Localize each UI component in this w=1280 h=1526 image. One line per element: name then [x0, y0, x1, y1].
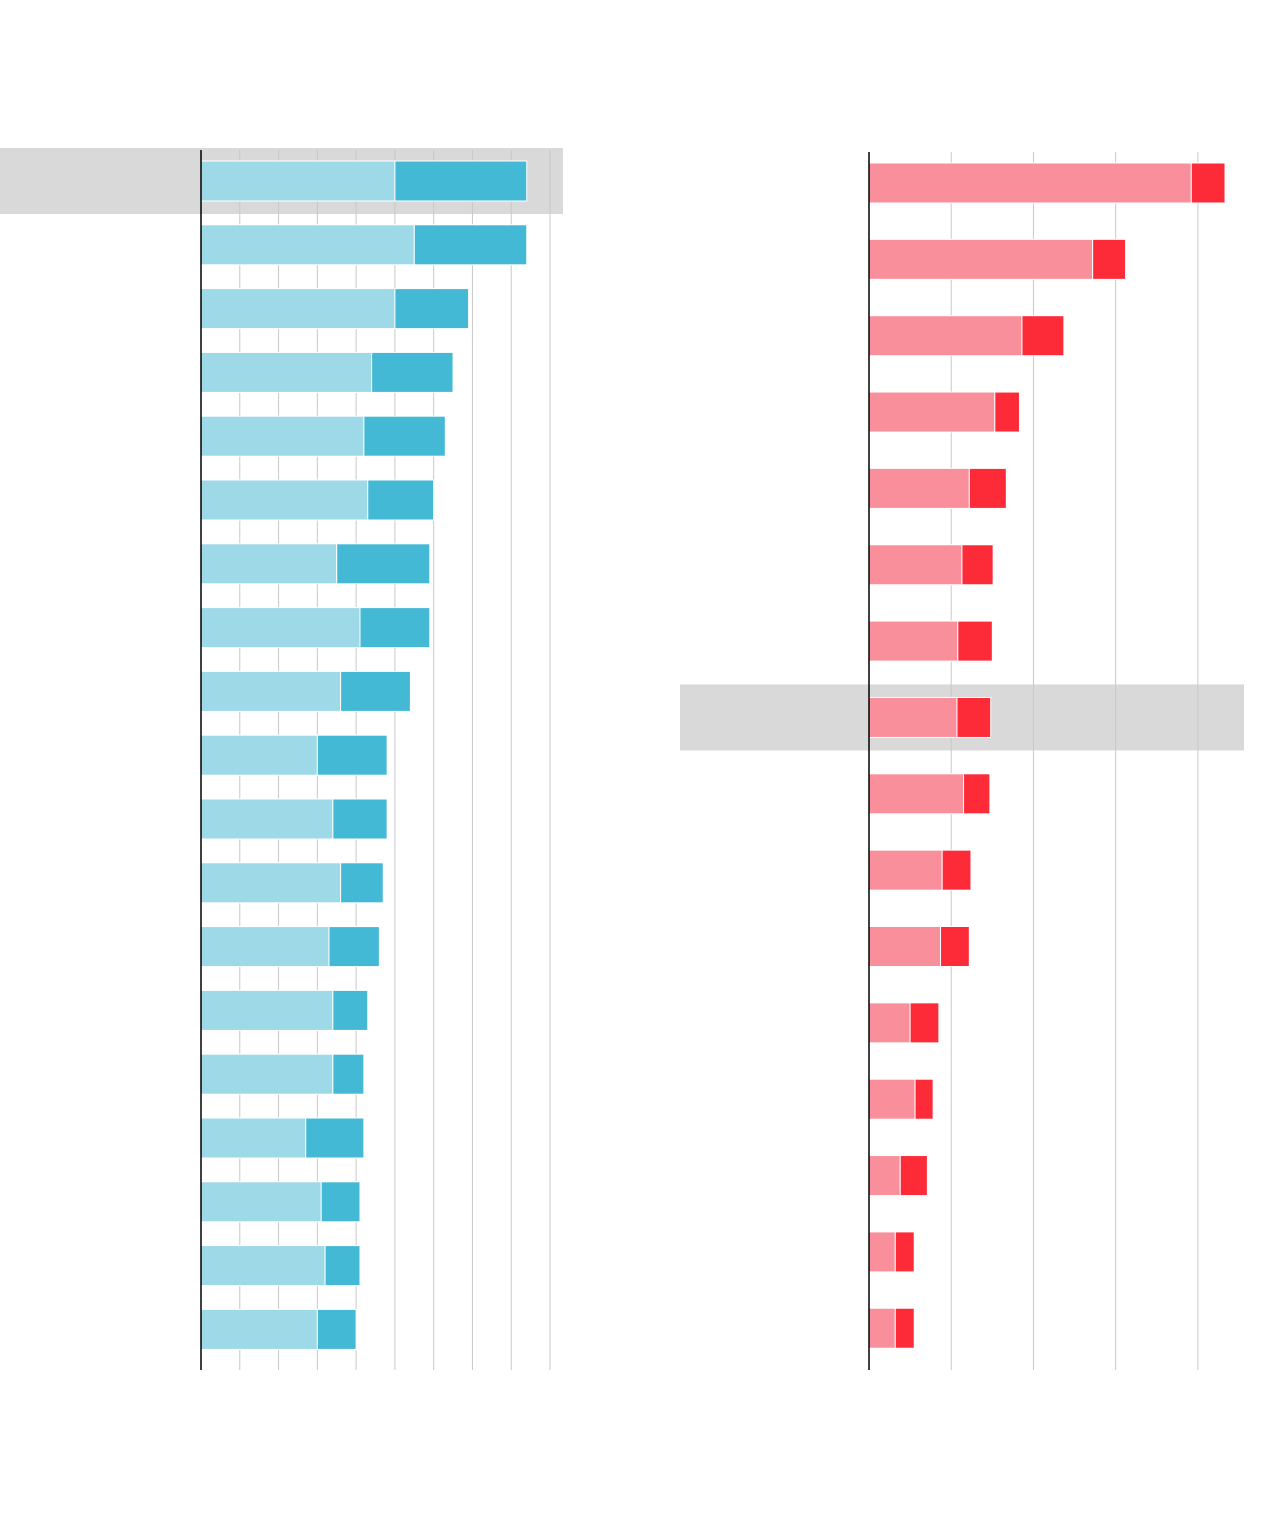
bar-segment [328, 926, 380, 968]
bar-segment [868, 773, 965, 815]
bar-segment [868, 162, 1192, 204]
bar-segment [868, 544, 963, 586]
bar-segment [868, 315, 1023, 357]
bar-segment [200, 734, 318, 776]
bar-segment [894, 1231, 915, 1273]
bar-segment [956, 696, 992, 738]
bar-segment [332, 1053, 365, 1095]
bar-segment [200, 1117, 307, 1159]
bar-segment [200, 607, 361, 649]
bar-segment [200, 798, 334, 840]
bar-segment [868, 1002, 911, 1044]
bar-segment [332, 798, 388, 840]
bar-segment [1021, 315, 1065, 357]
bar-segment [367, 479, 435, 521]
bar-segment [868, 926, 942, 967]
bar-segment [200, 1308, 318, 1350]
bar-segment [968, 467, 1007, 509]
bar-segment [200, 288, 396, 330]
bar-segment [332, 989, 369, 1031]
bar-segment [340, 670, 411, 712]
bar-segment [320, 1181, 361, 1223]
bar-segment [868, 467, 970, 509]
bar-segment [868, 1078, 916, 1120]
bar-segment [200, 926, 330, 968]
bar-segment [868, 620, 959, 662]
bar-segment [940, 926, 970, 967]
bar-segment [200, 479, 369, 521]
bar-segment [413, 224, 528, 266]
bar-segment [316, 1308, 357, 1350]
bar-segment [868, 849, 943, 891]
bar-segment [909, 1002, 940, 1044]
bar-segment [200, 1181, 322, 1223]
bar-segment [200, 160, 396, 202]
bar-segment [994, 391, 1020, 433]
bar-segment [868, 238, 1094, 280]
bar-segment [1190, 162, 1226, 204]
bar-segment [200, 224, 415, 266]
bar-segment [200, 1053, 334, 1095]
bar-segment [363, 415, 446, 457]
bar-segment [894, 1307, 915, 1349]
bar-segment [957, 620, 993, 662]
bar-segment [394, 288, 470, 330]
bar-segment [316, 734, 388, 776]
bar-segment [200, 351, 373, 393]
bar-segment [200, 415, 365, 457]
bar-segment [868, 1155, 901, 1197]
bar-segment [1092, 238, 1127, 280]
bar-segment [200, 989, 334, 1031]
bar-segment [340, 862, 384, 904]
bar-segment [200, 862, 342, 904]
bar-segment [868, 1231, 896, 1273]
bar-segment [899, 1155, 928, 1197]
bar-segment [305, 1117, 365, 1159]
bar-segment [200, 670, 342, 712]
bar-segment [868, 1307, 896, 1349]
bar-segment [868, 696, 958, 738]
bar-segment [371, 351, 454, 393]
bar-segment [336, 543, 431, 585]
bar-segment [868, 391, 996, 433]
bar-segment [914, 1078, 934, 1120]
bar-segment [961, 544, 994, 586]
bar-segment [963, 773, 991, 815]
bar-segment [324, 1245, 361, 1287]
bar-segment [200, 543, 338, 585]
bar-segment [394, 160, 528, 202]
bar-segment [941, 849, 972, 891]
bar-segment [200, 1245, 326, 1287]
bar-segment [359, 607, 431, 649]
